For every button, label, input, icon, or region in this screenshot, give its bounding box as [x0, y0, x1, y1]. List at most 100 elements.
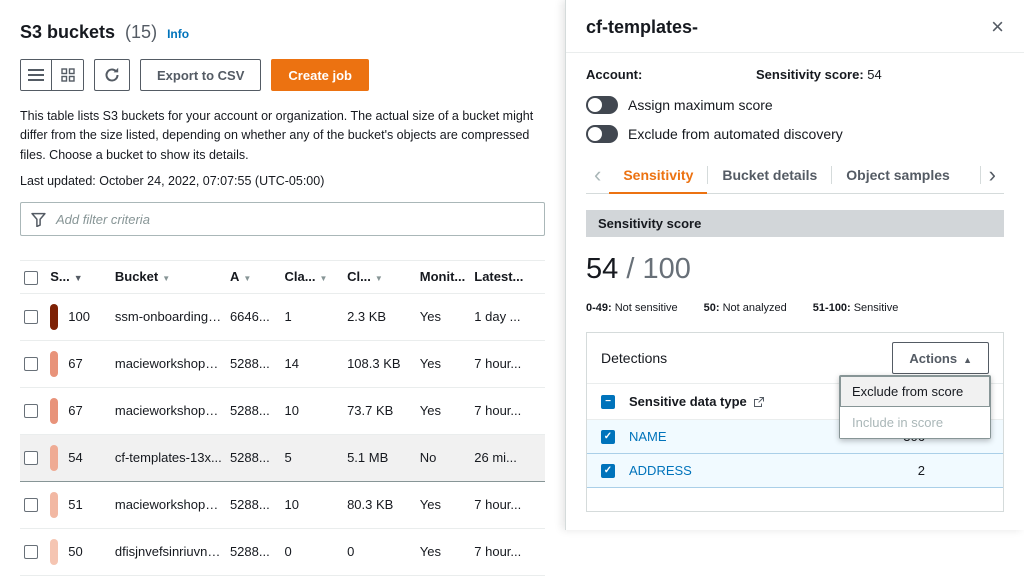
detection-checkbox[interactable]: ✓ [601, 429, 615, 444]
classifiable-objects: 10 [280, 387, 344, 435]
sensitivity-score-display: 54 / 100 [586, 253, 1004, 286]
filter-input[interactable]: Add filter criteria [20, 202, 545, 237]
latest-job-run: 7 hour... [470, 387, 545, 435]
s3-buckets-table: S... ▼ Bucket ▼ A ▼ Cla... ▼ Cl... ▼ Monit...… [20, 260, 545, 576]
detections-card: Detections Actions ▲ Exclude from score I… [586, 332, 1004, 512]
classifiable-objects: 1 [280, 293, 344, 341]
sensitivity-score: 67 [68, 403, 83, 419]
monitored: Yes [415, 528, 471, 576]
sensitivity-score-section-header: Sensitivity score [586, 210, 1004, 237]
row-checkbox[interactable] [24, 451, 38, 466]
sort-desc-icon: ▼ [73, 273, 83, 284]
actions-menu: Exclude from score Include in score [839, 375, 991, 439]
table-header-row: S... ▼ Bucket ▼ A ▼ Cla... ▼ Cl... ▼ Monit...… [20, 260, 545, 294]
account-id: 5288... [225, 387, 281, 435]
s3-buckets-panel: S3 buckets (15) Info Export to CSV Creat… [20, 22, 545, 576]
close-icon[interactable]: × [991, 14, 1004, 39]
exclude-discovery-toggle[interactable] [586, 125, 618, 143]
refresh-icon [104, 67, 120, 83]
col-monitored[interactable]: Monit... [415, 260, 471, 294]
tab-bucket-details[interactable]: Bucket details [722, 167, 818, 183]
refresh-button[interactable] [94, 59, 130, 91]
indeterminate-icon: − [605, 395, 611, 407]
col-classifiable-size[interactable]: Cl... ▼ [343, 260, 416, 294]
legend-item: 51-100: Sensitive [812, 302, 899, 314]
classifiable-size: 0 [343, 528, 416, 576]
col-account[interactable]: A ▼ [225, 260, 281, 294]
toggle-label: Exclude from automated discovery [628, 126, 843, 142]
table-row[interactable]: 50 dfisjnvefsinriuvne... 5288... 0 0 Yes… [20, 528, 545, 576]
tabs-scroll-right-icon[interactable]: › [981, 164, 1004, 186]
actions-button[interactable]: Actions ▲ [892, 342, 989, 374]
bucket-name: dfisjnvefsinriuvne... [110, 528, 226, 576]
select-all-checkbox[interactable] [24, 270, 38, 285]
row-checkbox[interactable] [24, 404, 38, 419]
list-view-button[interactable] [21, 60, 52, 90]
filter-placeholder: Add filter criteria [56, 211, 150, 227]
external-link-icon [753, 396, 765, 408]
bucket-name: cf-templates-13x... [110, 433, 226, 482]
tab-sensitivity[interactable]: Sensitivity [609, 157, 708, 194]
monitored: No [415, 433, 471, 482]
col-latest-job[interactable]: Latest... [470, 260, 545, 294]
tab-divider [707, 166, 709, 184]
table-row[interactable]: 51 macieworkshop-s... 5288... 10 80.3 KB… [20, 481, 545, 529]
caret-up-icon: ▲ [963, 354, 972, 365]
legend-item: 50: Not analyzed [703, 302, 787, 314]
detection-checkbox[interactable]: ✓ [601, 463, 615, 478]
table-row[interactable]: 67 macieworkshop-s... 5288... 10 73.7 KB… [20, 387, 545, 435]
classifiable-objects: 10 [280, 481, 344, 529]
toggle-label: Assign maximum score [628, 97, 773, 113]
table-row[interactable]: 67 macieworkshop-s... 5288... 14 108.3 K… [20, 340, 545, 388]
sort-icon: ▼ [319, 274, 328, 284]
sensitive-data-type-column[interactable]: Sensitive data type [629, 394, 765, 409]
summary-row: Account: Sensitivity score: 54 [586, 67, 1004, 82]
monitored: Yes [415, 387, 471, 435]
exclude-discovery-row: Exclude from automated discovery [586, 125, 1004, 143]
tab-object-samples[interactable]: Object samples [846, 167, 950, 183]
latest-job-run: 7 hour... [470, 481, 545, 529]
col-sensitivity[interactable]: S... ▼ [46, 260, 111, 294]
grid-view-button[interactable] [52, 60, 83, 90]
assign-max-score-toggle[interactable] [586, 96, 618, 114]
tabs-scroll-left-icon[interactable]: ‹ [586, 164, 609, 186]
info-link[interactable]: Info [167, 27, 190, 41]
menu-item-exclude-from-score[interactable]: Exclude from score [840, 376, 990, 407]
select-all-detections-checkbox[interactable]: − [601, 394, 615, 409]
table-row-selected[interactable]: 54 cf-templates-13x... 5288... 5 5.1 MB … [20, 433, 545, 482]
bucket-detail-panel: cf-templates- × Account: Sensitivity sco… [565, 0, 1024, 530]
detail-panel-body: Account: Sensitivity score: 54 Assign ma… [566, 53, 1024, 512]
table-description: This table lists S3 buckets for your acc… [20, 109, 534, 162]
bucket-count: (15) [125, 22, 158, 42]
row-checkbox[interactable] [24, 545, 38, 560]
col-bucket[interactable]: Bucket ▼ [110, 260, 226, 294]
classifiable-size: 5.1 MB [343, 433, 416, 482]
sensitivity-bar [50, 397, 59, 424]
bucket-name: ssm-onboarding-... [110, 293, 226, 341]
monitored: Yes [415, 340, 471, 388]
account-id: 5288... [225, 528, 281, 576]
bucket-name: macieworkshop-s... [110, 340, 226, 388]
sensitivity-bar [50, 350, 59, 377]
sensitivity-score: 67 [68, 356, 83, 372]
sensitivity-bar [50, 444, 59, 471]
col-classifiable-objects[interactable]: Cla... ▼ [280, 260, 344, 294]
sensitive-data-type-link[interactable]: NAME [629, 429, 667, 444]
detections-header: Detections Actions ▲ [587, 333, 1003, 383]
classifiable-size: 2.3 KB [343, 293, 416, 341]
row-checkbox[interactable] [24, 310, 38, 325]
toolbar: Export to CSV Create job [20, 59, 545, 91]
detection-row[interactable]: ✓ ADDRESS 2 [587, 454, 1003, 488]
export-csv-button[interactable]: Export to CSV [140, 59, 262, 91]
menu-item-include-in-score[interactable]: Include in score [840, 407, 990, 438]
row-checkbox[interactable] [24, 498, 38, 513]
create-job-button[interactable]: Create job [271, 59, 369, 91]
sensitive-data-type-link[interactable]: ADDRESS [629, 463, 692, 478]
classifiable-size: 80.3 KB [343, 481, 416, 529]
latest-job-run: 26 mi... [470, 433, 545, 482]
detections-table-header: − Sensitive data type [587, 383, 1003, 420]
classifiable-size: 73.7 KB [343, 387, 416, 435]
table-row[interactable]: 100 ssm-onboarding-... 6646... 1 2.3 KB … [20, 293, 545, 341]
row-checkbox[interactable] [24, 357, 38, 372]
check-icon: ✓ [603, 464, 613, 476]
